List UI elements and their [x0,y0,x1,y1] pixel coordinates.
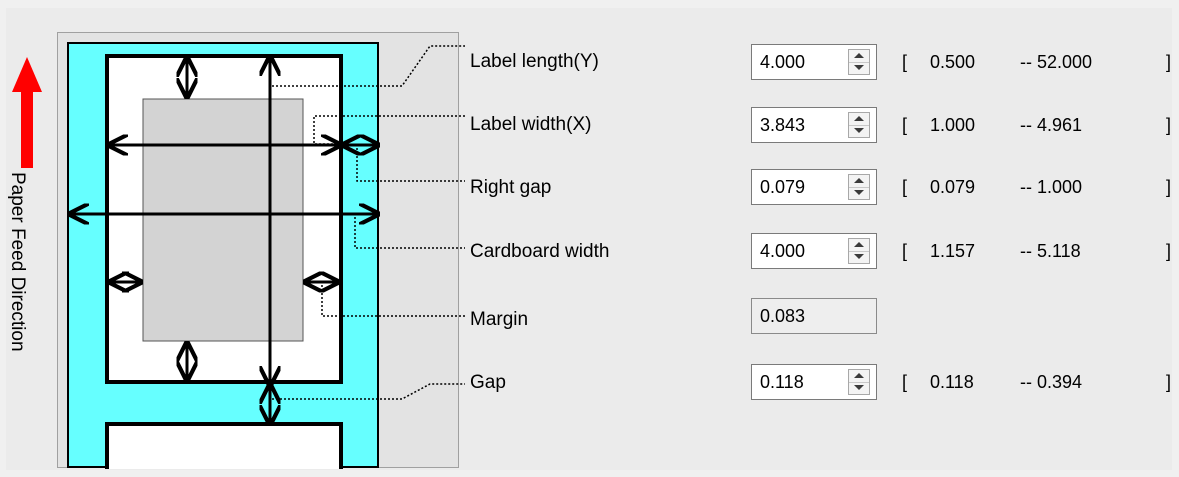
label-width-range-close: ] [1166,115,1172,135]
label-length-value[interactable]: 4.000 [760,52,806,72]
cardboard-width-range-close: ] [1166,241,1172,261]
spin-up-icon[interactable] [849,370,869,383]
label-diagram-svg [67,42,460,469]
gap-range-open: [ [902,372,908,392]
gap-value[interactable]: 0.118 [760,372,804,392]
spin-up-icon[interactable] [849,175,869,188]
next-label-outline [105,422,343,469]
label-length-label: Label length(Y) [470,51,599,72]
label-length-spinbox[interactable]: 4.000 [751,44,877,80]
spin-down-icon[interactable] [849,62,869,74]
paper-feed-direction-indicator: Paper Feed Direction [0,0,56,477]
gap-spinbox[interactable]: 0.118 [751,364,877,400]
right-gap-spinbox[interactable]: 0.079 [751,169,877,205]
margin-readonly-field: 0.083 [751,298,877,334]
gap-max: -- 0.394 [1020,372,1083,392]
label-length-range-open: [ [902,52,908,72]
label-length-spin-buttons[interactable] [848,49,870,75]
cardboard-width-min: 1.157 [930,241,976,261]
right-gap-value[interactable]: 0.079 [760,177,806,197]
cardboard-width-range-open: [ [902,241,908,261]
right-gap-range-open: [ [902,177,908,197]
label-length-min: 0.500 [930,52,976,72]
right-gap-max: -- 1.000 [1020,177,1083,197]
label-width-range-open: [ [902,115,908,135]
right-gap-spin-buttons[interactable] [848,174,870,200]
right-gap-range-close: ] [1166,177,1172,197]
spin-down-icon[interactable] [849,251,869,263]
spin-down-icon[interactable] [849,382,869,394]
label-length-range-close: ] [1166,52,1172,72]
feed-arrow-icon [12,57,42,168]
cardboard-width-spin-buttons[interactable] [848,238,870,264]
right-gap-label: Right gap [470,177,552,198]
spin-up-icon[interactable] [849,239,869,252]
label-width-spinbox[interactable]: 3.843 [751,107,877,143]
spin-up-icon[interactable] [849,50,869,63]
gap-min: 0.118 [930,372,974,392]
label-width-spin-buttons[interactable] [848,112,870,138]
spin-down-icon[interactable] [849,125,869,137]
label-width-max: -- 4.961 [1020,115,1083,135]
label-length-max: -- 52.000 [1020,52,1093,72]
cardboard-width-max: -- 5.118 [1020,241,1081,261]
gap-range-close: ] [1166,372,1172,392]
cardboard-width-spinbox[interactable]: 4.000 [751,233,877,269]
label-width-value[interactable]: 3.843 [760,115,806,135]
label-width-min: 1.000 [930,115,976,135]
cardboard-width-label: Cardboard width [470,241,610,262]
cardboard-width-value[interactable]: 4.000 [760,241,806,261]
feed-direction-text: Paper Feed Direction [7,172,28,352]
label-width-label: Label width(X) [470,114,592,135]
gap-label: Gap [470,372,506,393]
spin-down-icon[interactable] [849,187,869,199]
margin-label: Margin [470,309,529,330]
print-area [142,98,304,342]
label-layout-diagram [57,32,460,469]
right-gap-min: 0.079 [930,177,976,197]
spin-up-icon[interactable] [849,113,869,126]
gap-spin-buttons[interactable] [848,369,870,395]
